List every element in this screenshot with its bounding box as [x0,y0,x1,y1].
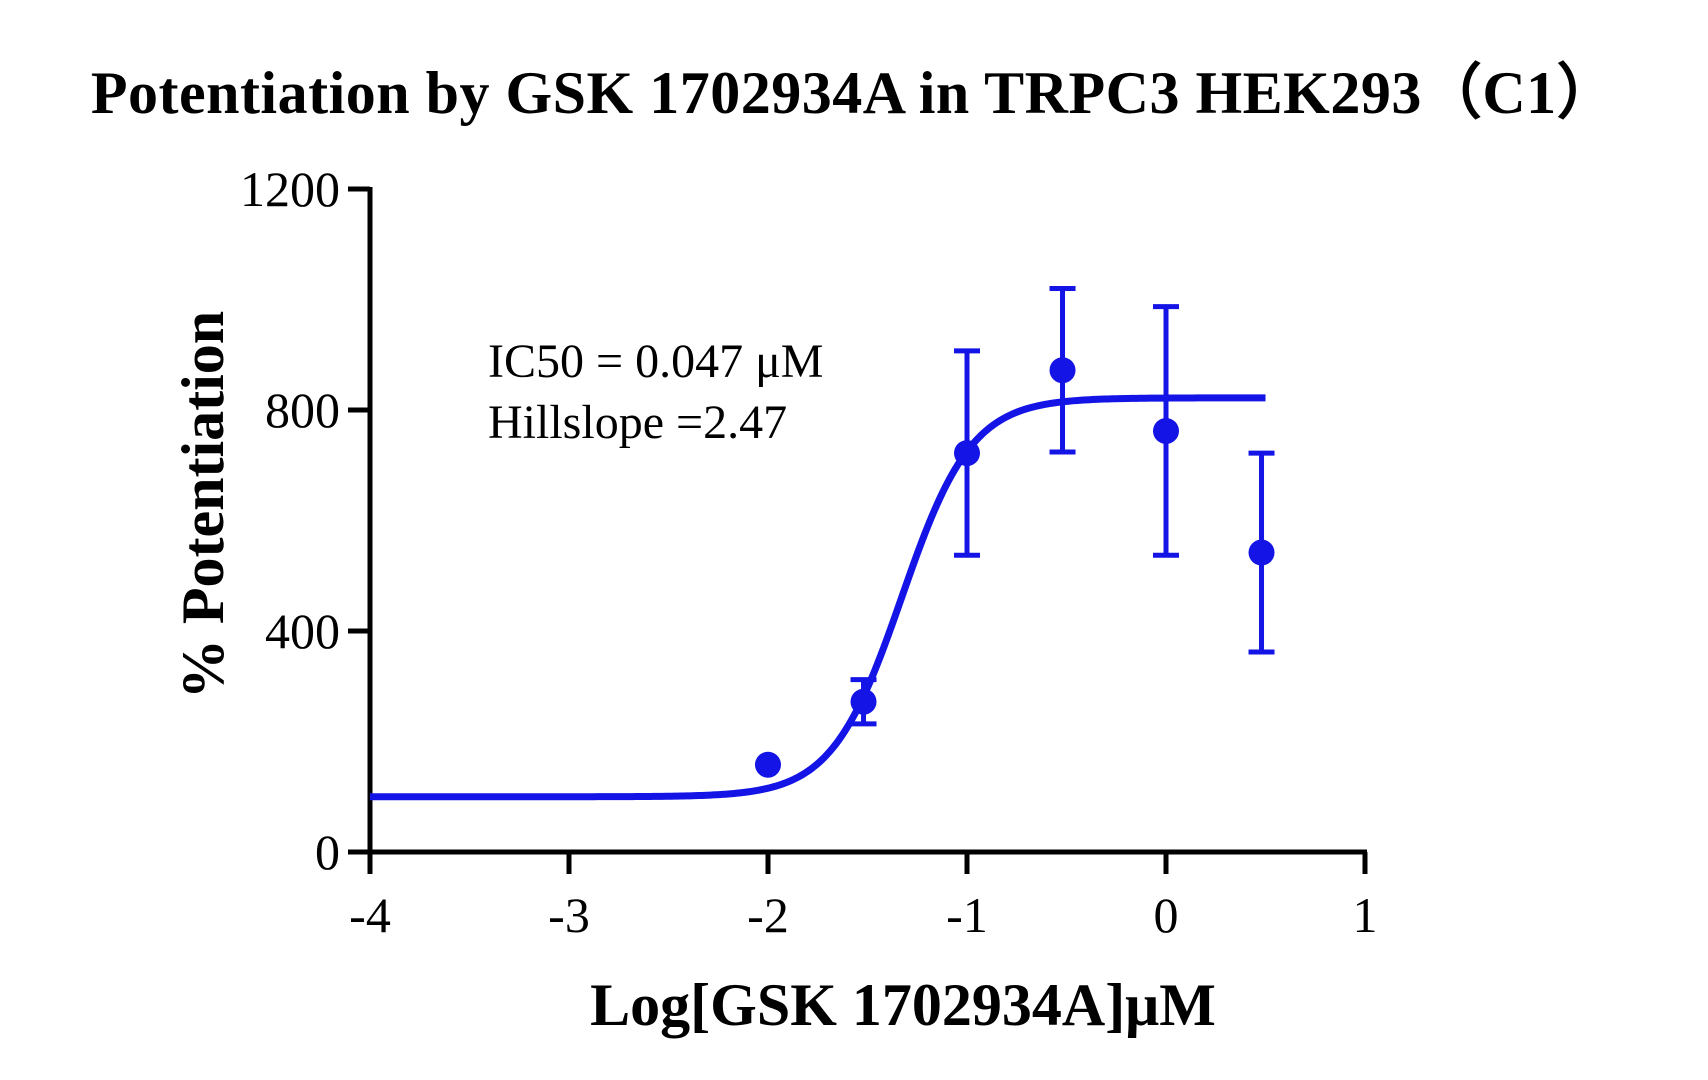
data-point [755,751,781,778]
x-tick-label: 0 [1154,887,1179,943]
data-points-layer [755,285,1275,778]
hillslope-annotation: Hillslope =2.47 [488,396,787,449]
chart-title: Potentiation by GSK 1702934A in TRPC3 HE… [90,60,1618,126]
data-point [954,440,980,467]
fit-curve [370,394,1266,801]
axes [367,187,1367,855]
y-axis-ticks: 0 400 800 1200 [240,161,370,880]
x-tick-label: -1 [946,887,988,943]
x-tick-label: -3 [548,887,590,943]
y-tick-label: 1200 [240,161,340,217]
x-tick-label: 1 [1353,887,1378,943]
data-point [1049,357,1076,384]
y-tick-label: 400 [265,603,340,659]
data-point [1153,417,1179,444]
y-tick-label: 800 [265,382,340,438]
x-tick-label: -2 [747,887,789,943]
data-point [850,688,877,715]
ic50-annotation: IC50 = 0.047 μM [488,335,823,388]
data-point [1248,539,1275,566]
fit-curve-layer [370,394,1266,801]
x-tick-label: -4 [349,887,391,943]
y-axis-title: % Potentiation [170,311,236,699]
x-axis-title: Log[GSK 1702934A]μM [590,972,1216,1038]
x-axis-ticks: -4 -3 -2 -1 0 1 [349,852,1378,943]
y-tick-label: 0 [315,824,340,880]
